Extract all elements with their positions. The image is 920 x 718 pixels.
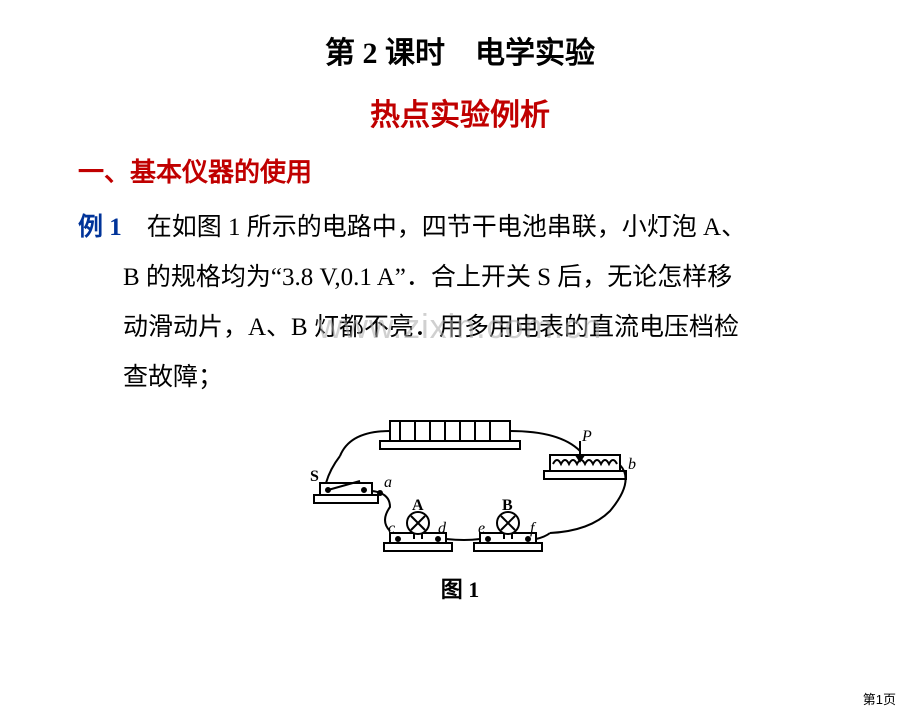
circuit-diagram: S a b c d e f A B P [280, 411, 640, 561]
example-1: 例 1 在如图 1 所示的电路中，四节干电池串联，小灯泡 A、 B 的规格均为“… [0, 203, 920, 403]
label-A: A [412, 497, 424, 514]
label-b: b [628, 456, 636, 473]
label-d: d [438, 520, 447, 537]
example-line-4: 查故障； [78, 353, 838, 403]
figure-1: S a b c d e f A B P 图 1 [0, 411, 920, 604]
example-label: 例 1 [78, 214, 122, 241]
label-S: S [310, 468, 319, 485]
lesson-title: 第 2 课时 电学实验 [0, 28, 920, 72]
page-number: 第1页 [863, 689, 896, 708]
label-P: P [581, 428, 592, 445]
example-line-1: 例 1 在如图 1 所示的电路中，四节干电池串联，小灯泡 A、 [78, 203, 838, 253]
section-heading: 一、基本仪器的使用 [0, 152, 920, 189]
label-e: e [478, 520, 485, 537]
lesson-subtitle: 热点实验例析 [0, 90, 920, 134]
label-a: a [384, 474, 392, 491]
example-line-2: B 的规格均为“3.8 V,0.1 A”．合上开关 S 后，无论怎样移 [78, 253, 838, 303]
example-line-3: 动滑动片，A、B 灯都不亮．用多用电表的直流电压档检 [78, 303, 838, 353]
label-c: c [388, 520, 395, 537]
example-line-1-rest: 在如图 1 所示的电路中，四节干电池串联，小灯泡 A、 [122, 214, 746, 241]
figure-caption: 图 1 [0, 572, 920, 604]
label-B: B [502, 497, 513, 514]
